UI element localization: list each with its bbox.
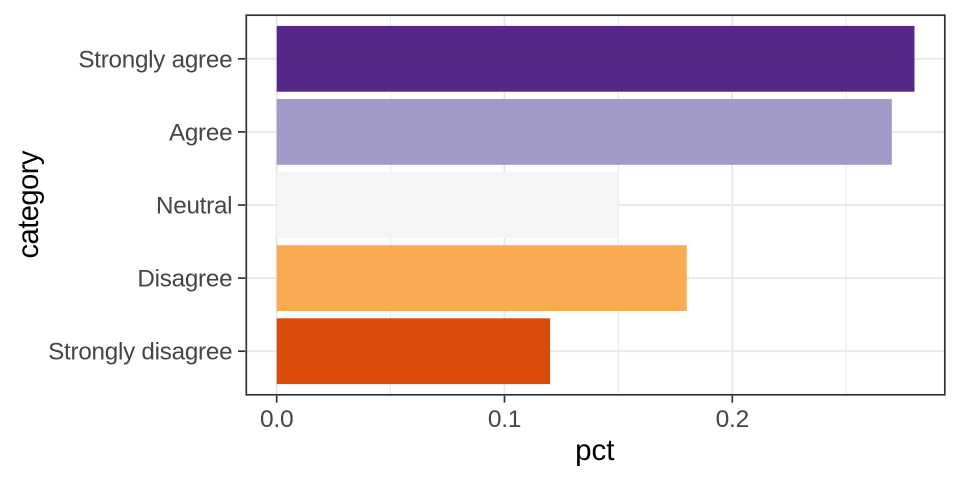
svg-text:Neutral: Neutral [156, 193, 232, 220]
svg-text:pct: pct [575, 434, 614, 467]
svg-text:Strongly disagree: Strongly disagree [48, 339, 232, 366]
svg-text:category: category [13, 150, 45, 258]
svg-text:0.1: 0.1 [488, 406, 521, 433]
svg-text:Agree: Agree [169, 119, 232, 146]
svg-text:Strongly agree: Strongly agree [78, 46, 232, 73]
svg-text:0.0: 0.0 [260, 406, 293, 433]
svg-text:Disagree: Disagree [137, 266, 232, 293]
svg-text:0.2: 0.2 [716, 406, 749, 433]
